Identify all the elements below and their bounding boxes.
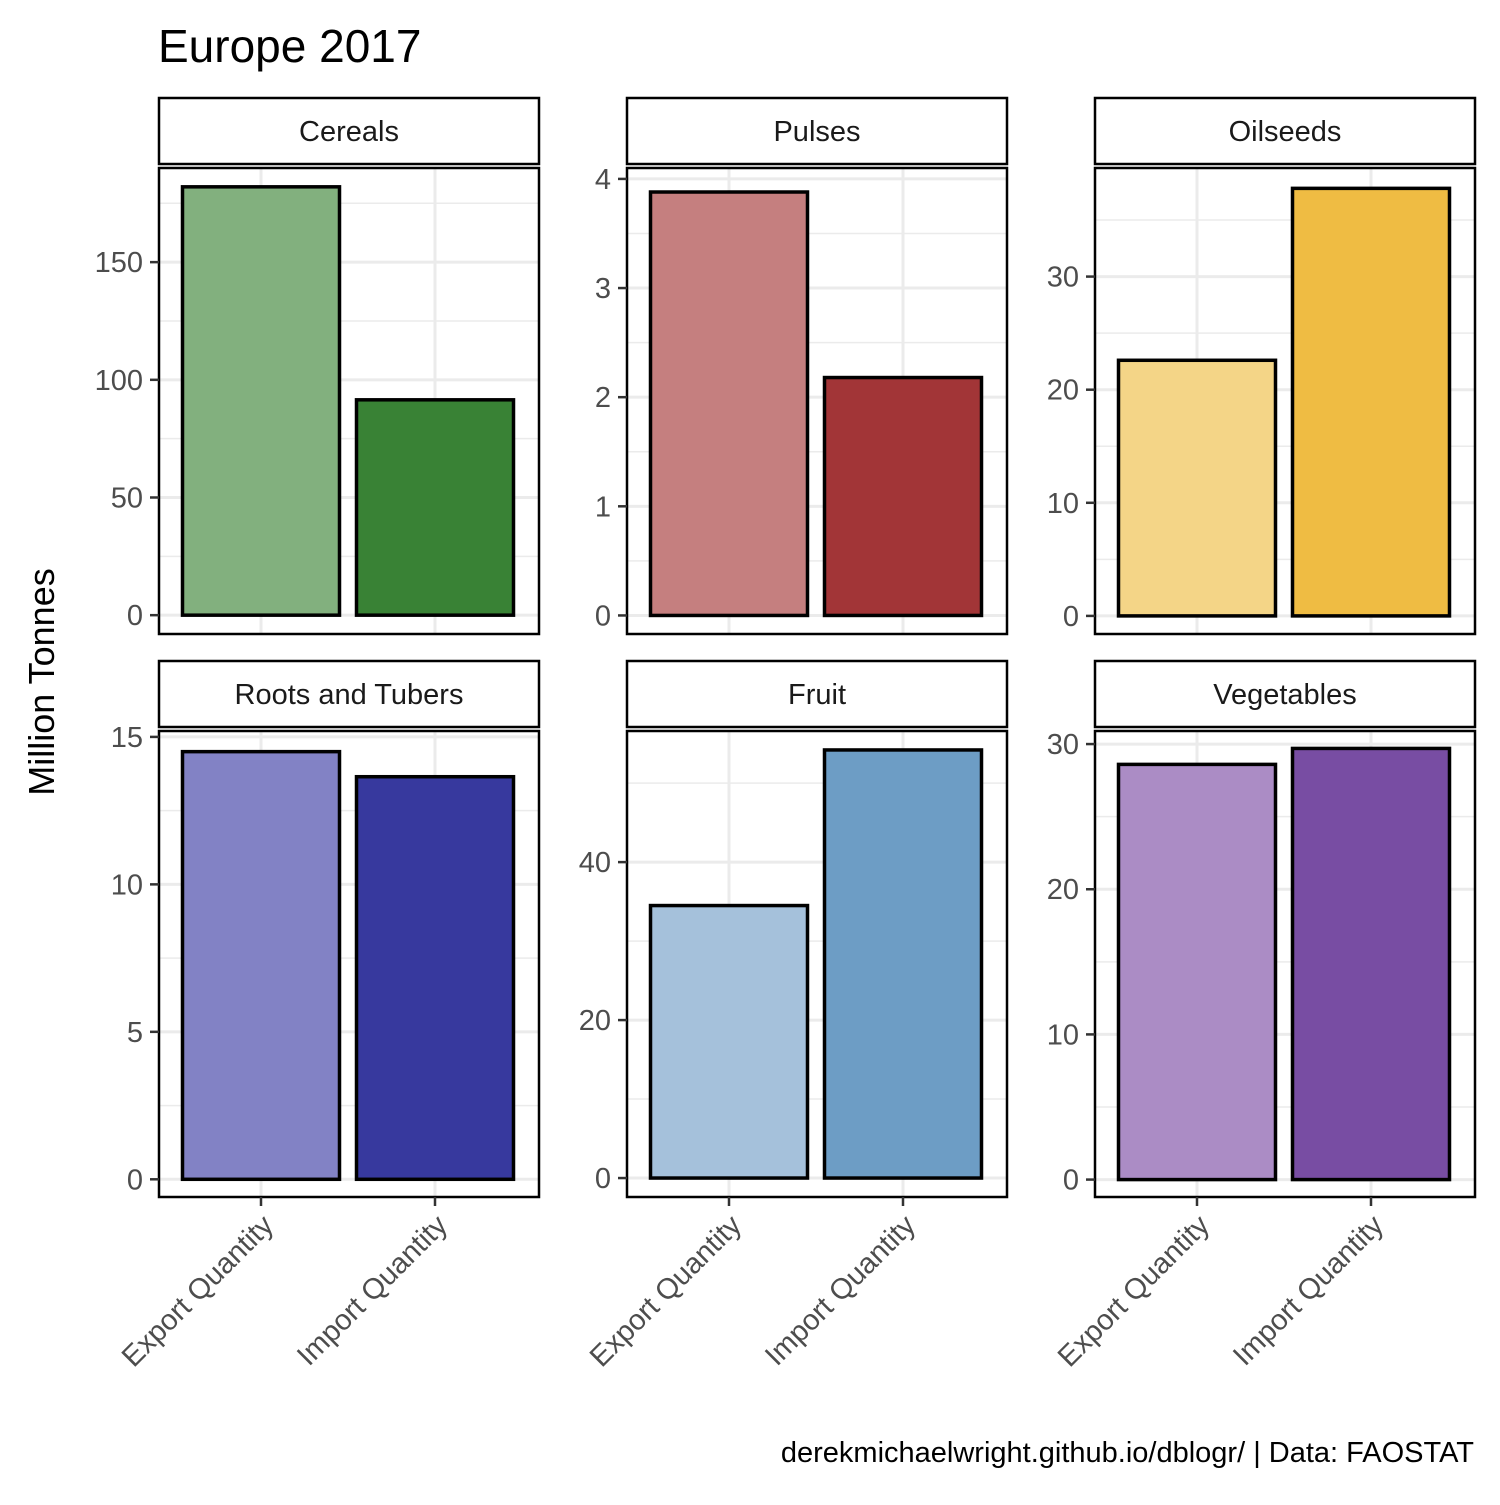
panel-vegetables: Vegetables 0 10 20 30 Export Quantity Import Q… xyxy=(1047,659,1477,1373)
y-tick-label: 50 xyxy=(111,482,143,514)
y-tick-label: 30 xyxy=(1047,262,1079,294)
facet-panels: Cereals050100150Pulses01234Oilseeds01020… xyxy=(95,96,1477,1373)
y-axis-label: Million Tonnes xyxy=(21,568,62,795)
y-tick-label: 10 xyxy=(1047,488,1079,520)
panel-pulses: Pulses 0 1 2 3 4 xyxy=(595,96,1009,636)
bar-oilseeds-import-quantity xyxy=(1290,186,1452,618)
x-tick-label: Import Quantity xyxy=(759,1209,922,1372)
chart-caption: derekmichaelwright.github.io/dblogr/ | D… xyxy=(781,1437,1474,1469)
facet-strip-label: Cereals xyxy=(299,116,399,148)
y-tick-label: 10 xyxy=(1047,1019,1079,1051)
panel-border xyxy=(157,729,541,1199)
facet-strip-label: Roots and Tubers xyxy=(235,679,464,711)
facet-strip-label: Vegetables xyxy=(1213,679,1357,711)
facet-strip xyxy=(157,96,541,166)
panel-border xyxy=(625,729,1009,1199)
y-tick-label: 0 xyxy=(127,600,143,632)
panel-fruit: Fruit 0 20 40 Export Quantity Import Quantity xyxy=(579,659,1009,1373)
x-tick-label: Export Quantity xyxy=(584,1209,748,1373)
panel-cereals: Cereals 0 50 100 150 xyxy=(95,96,541,636)
panel-border xyxy=(1093,166,1477,636)
y-tick-label: 3 xyxy=(595,273,611,305)
bar-fruit-export-quantity xyxy=(648,903,810,1180)
bar-roots-and-tubers-export-quantity xyxy=(180,749,342,1182)
x-tick-label: Export Quantity xyxy=(116,1209,280,1373)
y-tick-label: 2 xyxy=(595,382,611,414)
facet-strip-label: Fruit xyxy=(788,679,846,711)
panel-border xyxy=(625,166,1009,636)
y-tick-label: 40 xyxy=(579,847,611,879)
facet-strip xyxy=(157,659,541,729)
y-tick-label: 0 xyxy=(1063,1165,1079,1197)
x-tick-label: Import Quantity xyxy=(291,1209,454,1372)
y-tick-label: 0 xyxy=(127,1164,143,1196)
facet-strip xyxy=(625,659,1009,729)
y-tick-label: 5 xyxy=(127,1017,143,1049)
panel-oilseeds: Oilseeds 0 10 20 30 xyxy=(1047,96,1477,636)
y-tick-label: 0 xyxy=(1063,601,1079,633)
facet-strip-label: Oilseeds xyxy=(1229,116,1342,148)
chart-title: Europe 2017 xyxy=(158,20,421,72)
bar-roots-and-tubers-import-quantity xyxy=(354,774,516,1182)
x-tick-label: Export Quantity xyxy=(1052,1209,1216,1373)
y-tick-label: 15 xyxy=(111,722,143,754)
x-tick-label: Import Quantity xyxy=(1227,1209,1390,1372)
facet-strip xyxy=(1093,96,1477,166)
facet-strip xyxy=(1093,659,1477,729)
y-tick-label: 30 xyxy=(1047,729,1079,761)
bar-pulses-import-quantity xyxy=(822,375,984,618)
panel-roots-and-tubers: Roots and Tubers 0 5 10 15 Export Quantity Imp… xyxy=(111,659,541,1373)
facet-strip-label: Pulses xyxy=(773,116,860,148)
y-tick-label: 20 xyxy=(579,1005,611,1037)
panel-border xyxy=(1093,729,1477,1199)
y-tick-label: 150 xyxy=(95,247,143,279)
y-tick-label: 20 xyxy=(1047,874,1079,906)
bar-pulses-export-quantity xyxy=(648,190,810,618)
bar-oilseeds-export-quantity xyxy=(1116,358,1278,618)
y-tick-label: 4 xyxy=(595,164,611,196)
y-tick-label: 0 xyxy=(595,1163,611,1195)
y-tick-label: 100 xyxy=(95,365,143,397)
y-tick-label: 10 xyxy=(111,869,143,901)
y-tick-label: 1 xyxy=(595,491,611,523)
bar-vegetables-import-quantity xyxy=(1290,746,1452,1182)
y-tick-label: 20 xyxy=(1047,375,1079,407)
bar-fruit-import-quantity xyxy=(822,748,984,1180)
y-tick-label: 0 xyxy=(595,600,611,632)
bar-cereals-import-quantity xyxy=(354,398,516,617)
bar-cereals-export-quantity xyxy=(180,185,342,617)
panel-border xyxy=(157,166,541,636)
facet-strip xyxy=(625,96,1009,166)
bar-vegetables-export-quantity xyxy=(1116,762,1278,1182)
